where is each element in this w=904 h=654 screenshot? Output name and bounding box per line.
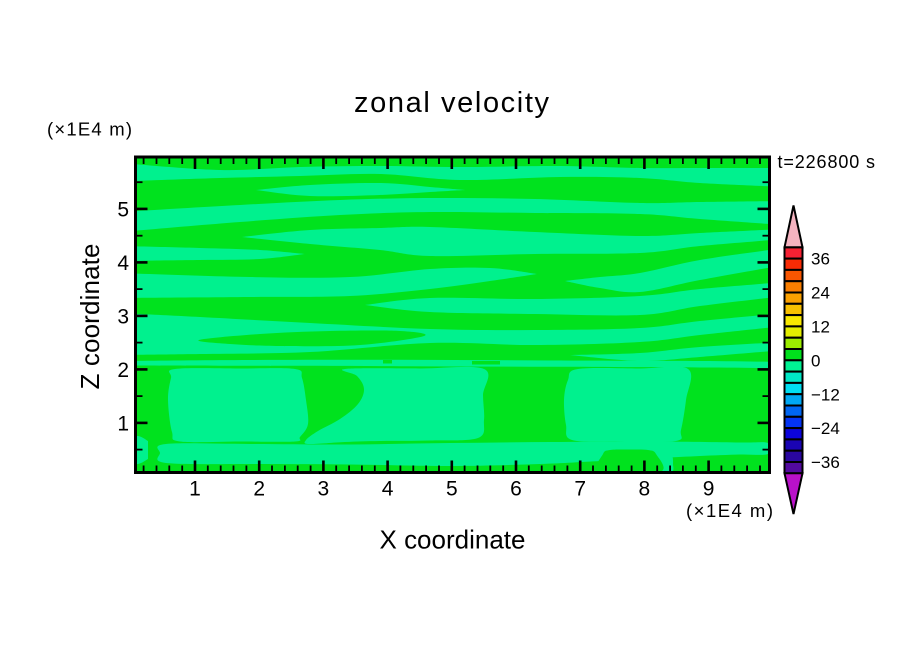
svg-text:(×1E4 m): (×1E4 m) bbox=[47, 119, 132, 140]
svg-text:2: 2 bbox=[253, 478, 265, 501]
svg-text:6: 6 bbox=[510, 478, 522, 501]
svg-text:3: 3 bbox=[318, 478, 330, 501]
svg-text:Z coordinate: Z coordinate bbox=[75, 244, 105, 390]
svg-text:5: 5 bbox=[446, 478, 458, 501]
svg-text:4: 4 bbox=[382, 478, 394, 501]
svg-text:1: 1 bbox=[189, 478, 201, 501]
svg-text:X coordinate: X coordinate bbox=[380, 525, 526, 555]
svg-text:4: 4 bbox=[117, 252, 129, 275]
svg-text:3: 3 bbox=[117, 306, 129, 329]
svg-text:1: 1 bbox=[117, 413, 129, 436]
svg-text:−36: −36 bbox=[811, 453, 840, 472]
svg-text:0: 0 bbox=[811, 351, 820, 370]
svg-text:7: 7 bbox=[574, 478, 586, 501]
svg-text:9: 9 bbox=[703, 478, 715, 501]
svg-text:zonal velocity: zonal velocity bbox=[354, 87, 550, 119]
svg-text:36: 36 bbox=[811, 250, 830, 269]
svg-text:−24: −24 bbox=[811, 419, 840, 438]
svg-text:24: 24 bbox=[811, 284, 830, 303]
svg-text:5: 5 bbox=[117, 199, 129, 222]
svg-text:(×1E4 m): (×1E4 m) bbox=[686, 500, 773, 521]
svg-text:−12: −12 bbox=[811, 385, 840, 404]
svg-text:12: 12 bbox=[811, 318, 830, 337]
svg-text:8: 8 bbox=[639, 478, 651, 501]
svg-text:2: 2 bbox=[117, 359, 129, 382]
svg-text:t=226800 s: t=226800 s bbox=[778, 152, 876, 172]
